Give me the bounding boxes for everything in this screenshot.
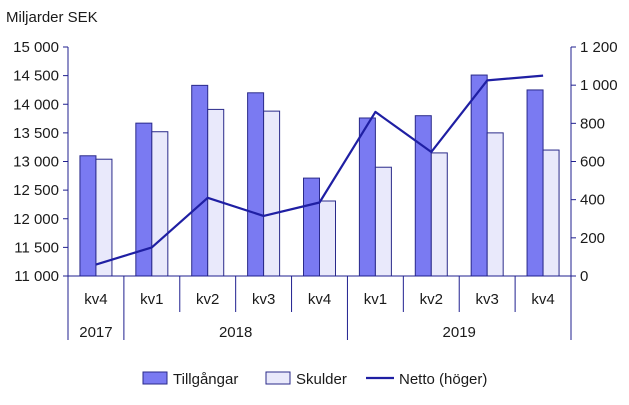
legend: Tillgångar Skulder Netto (höger): [142, 371, 487, 388]
bar-skulder: [374, 166, 392, 277]
category-labels: kv4 kv1 kv2 kv3 kv4 kv1 kv2 kv3 kv4: [84, 291, 554, 308]
category-label: kv4: [531, 291, 554, 308]
left-axis-tick-label: 13 000: [13, 154, 59, 171]
left-axis-tick-label: 12 000: [13, 211, 59, 228]
left-axis-tick-label: 14 000: [13, 96, 59, 113]
legend-label-netto: Netto (höger): [399, 371, 487, 388]
category-label: kv2: [420, 291, 443, 308]
right-axis-tick-label: 1 000: [580, 77, 618, 94]
bar-skulder: [430, 152, 448, 277]
category-label: kv2: [196, 291, 219, 308]
category-label: kv1: [140, 291, 163, 308]
bar-tillgangar: [526, 89, 544, 277]
axes-layer: [63, 46, 576, 340]
bar-tillgangar: [358, 117, 376, 277]
legend-label-skulder: Skulder: [296, 371, 347, 388]
bar-skulder: [263, 110, 281, 277]
bar-skulder: [542, 149, 560, 277]
right-axis-tick-label: 400: [580, 192, 605, 209]
unit-label: Miljarder SEK: [6, 9, 98, 26]
bar-tillgangar: [247, 92, 265, 277]
left-axis-tick-label: 14 500: [13, 68, 59, 85]
bars-layer: [79, 74, 560, 277]
bar-tillgangar: [303, 177, 320, 277]
bar-skulder: [207, 108, 225, 277]
left-axis-tick-label: 13 500: [13, 125, 59, 142]
category-label: kv3: [252, 291, 275, 308]
right-axis-tick-labels: 0 200 400 600 800 1 000 1 200: [580, 39, 618, 285]
category-label: kv1: [364, 291, 387, 308]
year-label: 2018: [219, 324, 252, 341]
right-axis-tick-label: 0: [580, 268, 588, 285]
bar-skulder: [319, 200, 336, 277]
legend-label-tillgangar: Tillgångar: [173, 371, 238, 388]
right-axis-tick-label: 200: [580, 230, 605, 247]
year-label: 2017: [79, 324, 112, 341]
left-axis-tick-label: 11 000: [14, 268, 59, 285]
category-label: kv3: [475, 291, 498, 308]
bar-tillgangar: [191, 84, 209, 277]
net-line-layer: [95, 74, 544, 266]
right-axis-tick-label: 600: [580, 154, 605, 171]
legend-swatch-skulder: [265, 371, 291, 385]
bar-tillgangar: [135, 122, 153, 277]
bar-tillgangar: [470, 74, 488, 277]
year-label: 2019: [443, 324, 476, 341]
category-label: kv4: [84, 291, 107, 308]
left-axis-tick-label: 11 500: [14, 239, 59, 256]
year-labels: 2017 2018 2019: [79, 324, 476, 341]
bar-tillgangar: [414, 115, 432, 277]
left-axis-tick-label: 12 500: [13, 182, 59, 199]
right-axis-tick-label: 800: [580, 115, 605, 132]
bar-skulder: [151, 131, 169, 277]
left-axis-tick-label: 15 000: [13, 39, 59, 56]
category-label: kv4: [308, 291, 331, 308]
right-axis-tick-label: 1 200: [580, 39, 618, 56]
bar-skulder: [486, 132, 504, 277]
bar-skulder: [95, 158, 113, 277]
netto-line: [95, 74, 544, 266]
legend-swatch-tillgangar: [142, 371, 168, 385]
left-axis-tick-labels: 11 000 11 500 12 000 12 500 13 000 13 500 14 0…: [13, 39, 59, 285]
bar-tillgangar: [79, 155, 97, 277]
